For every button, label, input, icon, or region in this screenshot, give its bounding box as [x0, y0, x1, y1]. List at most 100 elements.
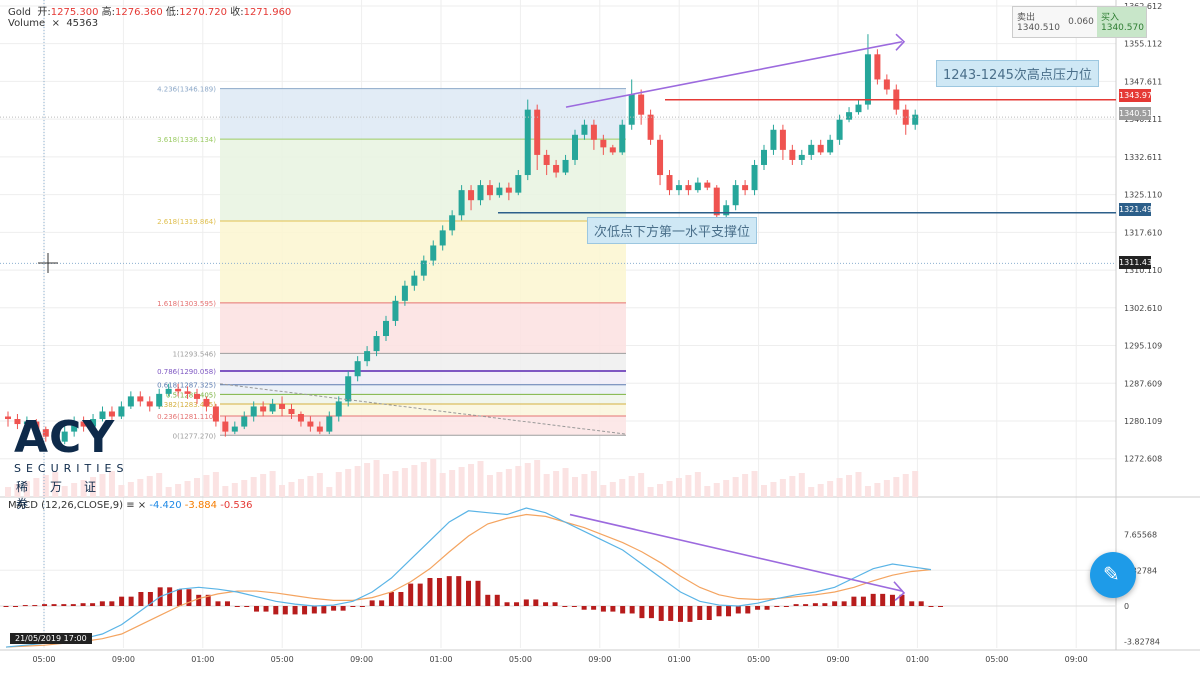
fib-zone — [220, 302, 626, 354]
macd-hist-bar — [889, 594, 895, 606]
macd-hist-bar — [119, 596, 125, 606]
buy-price: 1340.570 — [1101, 23, 1144, 33]
volume-bar — [864, 486, 871, 497]
logo-chinese: 稀万证券 — [16, 480, 119, 511]
macd-hist-bar — [552, 602, 558, 606]
macd-hist-bar — [870, 593, 876, 606]
macd-hist-bar — [658, 606, 664, 621]
volume-bar — [477, 461, 484, 497]
volume-bar — [685, 475, 692, 497]
sell-button[interactable]: 卖出 1340.510 — [1013, 7, 1065, 37]
fib-label: 0(1277.270) — [173, 432, 217, 440]
price-tick-label: 1347.611 — [1124, 77, 1162, 86]
macd-hist-bar — [562, 606, 568, 607]
candle-body — [657, 139, 664, 176]
volume-bar — [411, 465, 418, 497]
candle-body — [212, 406, 219, 422]
volume-bar — [118, 485, 125, 497]
candle-body — [80, 421, 87, 427]
macd-hist-bar — [600, 606, 606, 612]
volume-close-icon[interactable]: × — [51, 18, 60, 29]
high-label: 高: — [101, 7, 116, 18]
candle-body — [789, 149, 796, 160]
macd-hist-bar — [138, 592, 144, 606]
fib-zone — [220, 404, 626, 416]
candle-body — [458, 190, 465, 216]
low-label: 低: — [165, 7, 180, 18]
candle-body — [297, 413, 304, 422]
ohlc-header: Gold 开:1275.300 高:1276.360 低:1270.720 收:… — [8, 3, 291, 18]
candle-body — [647, 114, 654, 140]
fib-zone — [220, 415, 626, 436]
time-tick-label: 01:00 — [429, 655, 452, 664]
volume-bar — [496, 472, 503, 497]
candle-body — [628, 94, 635, 125]
volume-bar — [836, 478, 843, 497]
volume-bar — [71, 483, 78, 497]
candle-body — [836, 119, 843, 140]
volume-bar — [439, 473, 446, 497]
macd-hist-bar — [398, 592, 404, 606]
candle-body — [742, 185, 749, 191]
volume-bar — [893, 477, 900, 497]
candle-body — [14, 419, 21, 425]
candle-body — [449, 215, 456, 231]
volume-bar — [902, 474, 909, 497]
macd-hist-bar — [909, 601, 915, 606]
candle-body — [439, 230, 446, 246]
macd-tick-label: 0 — [1124, 602, 1129, 611]
candle-body — [685, 185, 692, 191]
time-tick-label: 05:00 — [271, 655, 294, 664]
macd-divergence-line — [569, 513, 903, 592]
symbol-label: Gold — [8, 7, 31, 18]
candle-body — [383, 320, 389, 337]
volume-bar — [345, 469, 352, 497]
volume-bar — [250, 477, 257, 497]
volume-bar — [307, 476, 314, 497]
macd-hist-bar — [205, 594, 211, 606]
macd-hist-bar — [42, 604, 48, 606]
candle-body — [430, 245, 437, 261]
candle-body — [732, 185, 739, 206]
volume-value: 45363 — [66, 18, 99, 29]
macd-hist-bar — [764, 606, 770, 610]
draw-button[interactable]: ✎ — [1090, 552, 1136, 598]
macd-hist-bar — [735, 606, 741, 614]
macd-menu-icon[interactable]: ≡ × — [126, 500, 147, 511]
low-value: 1270.720 — [179, 7, 228, 18]
candle-body — [855, 104, 862, 113]
volume-bar — [572, 477, 578, 497]
spread-value: 0.060 — [1068, 17, 1094, 27]
macd-hist-bar — [832, 601, 838, 606]
macd-hist-bar — [224, 601, 230, 606]
candle-body — [108, 411, 115, 417]
macd-hist-bar — [639, 606, 645, 619]
fib-zone — [220, 353, 626, 371]
fib-label: 2.618(1319.864) — [157, 218, 216, 226]
candle-body — [175, 388, 182, 392]
macd-hist-bar — [388, 592, 394, 606]
candle-body — [704, 182, 711, 188]
candle-body — [184, 391, 191, 394]
candle-body — [675, 185, 682, 191]
macd-hist-bar — [928, 606, 934, 607]
volume-bar — [590, 471, 597, 497]
macd-hist-bar — [70, 604, 76, 606]
volume-bar — [562, 468, 569, 497]
candle-body — [713, 187, 720, 216]
macd-hist-bar — [475, 580, 481, 606]
volume-bar — [297, 479, 304, 497]
volume-bar — [874, 483, 881, 497]
price-tick-label: 1287.609 — [1124, 379, 1162, 388]
volume-bar — [42, 475, 49, 497]
macd-tick-label: 3.82784 — [1124, 566, 1157, 575]
buy-button[interactable]: 买入 1340.570 — [1097, 7, 1146, 37]
time-tick-label: 09:00 — [350, 655, 373, 664]
candle-body — [874, 54, 881, 80]
macd-hist-bar — [234, 606, 240, 607]
time-tick-label: 09:00 — [588, 655, 611, 664]
fib-zone — [220, 88, 626, 140]
volume-bar — [288, 482, 295, 497]
candle-body — [572, 134, 578, 160]
